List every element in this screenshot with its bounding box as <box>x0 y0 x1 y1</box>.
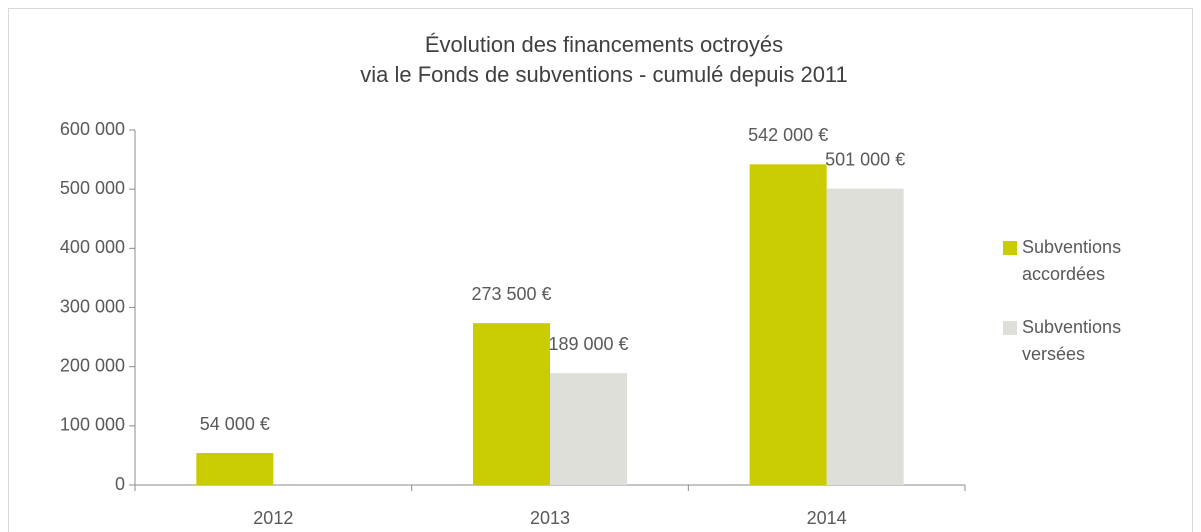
data-label: 54 000 € <box>200 414 270 434</box>
legend-item: Subventions accordées <box>1003 234 1153 288</box>
chart-border <box>8 8 1193 532</box>
y-tick-label: 300 000 <box>60 296 125 316</box>
data-label: 189 000 € <box>548 334 628 354</box>
legend-label: Subventions accordées <box>1022 237 1122 284</box>
data-label: 542 000 € <box>748 125 828 145</box>
x-tick-label: 2013 <box>530 508 570 528</box>
y-tick-label: 200 000 <box>60 355 125 375</box>
legend-item: Subventions versées <box>1003 314 1153 368</box>
bar <box>826 188 904 485</box>
legend-swatch <box>1003 321 1017 335</box>
bar <box>473 323 550 485</box>
y-tick-label: 400 000 <box>60 237 125 257</box>
chart-title: via le Fonds de subventions - cumulé dep… <box>360 62 848 87</box>
legend-label: Subventions versées <box>1022 317 1122 364</box>
chart-title: Évolution des financements octroyés <box>425 32 783 57</box>
bar <box>196 453 274 485</box>
data-label: 501 000 € <box>825 149 905 169</box>
bar <box>749 164 827 486</box>
y-tick-label: 100 000 <box>60 415 125 435</box>
data-label: 273 500 € <box>471 284 551 304</box>
legend-swatch <box>1003 241 1017 255</box>
y-tick-label: 600 000 <box>60 119 125 139</box>
bar <box>550 373 627 485</box>
x-tick-label: 2012 <box>253 508 293 528</box>
y-tick-label: 0 <box>115 474 125 494</box>
y-tick-label: 500 000 <box>60 178 125 198</box>
x-tick-label: 2014 <box>807 508 847 528</box>
